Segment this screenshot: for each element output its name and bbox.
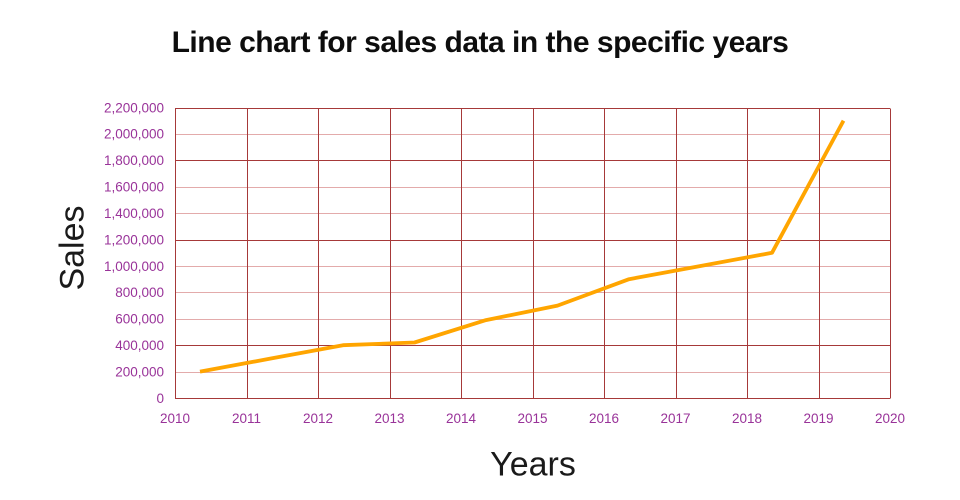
y-tick-label: 2,000,000 [104, 127, 164, 142]
x-tick-label: 2019 [803, 411, 833, 426]
x-tick-label: 2010 [160, 411, 190, 426]
y-tick-label: 1,400,000 [104, 206, 164, 221]
y-tick-label: 600,000 [115, 312, 164, 327]
y-tick-label: 1,600,000 [104, 180, 164, 195]
chart-title: Line chart for sales data in the specifi… [171, 26, 789, 59]
y-tick-label: 2,200,000 [104, 100, 164, 115]
y-tick-label: 800,000 [115, 285, 164, 300]
y-tick-label: 0 [156, 391, 164, 406]
x-tick-label: 2013 [374, 411, 404, 426]
x-axis-title: Years [490, 445, 576, 484]
x-tick-label: 2020 [875, 411, 905, 426]
x-tick-label: 2014 [446, 411, 477, 426]
y-tick-label: 400,000 [115, 338, 164, 353]
plot-gridlines-vertical [175, 108, 891, 399]
sales-line [199, 119, 846, 374]
x-tick-label: 2018 [732, 411, 762, 426]
x-tick-label: 2012 [303, 411, 333, 426]
y-tick-label: 1,800,000 [104, 153, 164, 168]
y-tick-label: 1,200,000 [104, 232, 164, 247]
x-tick-label: 2011 [232, 411, 261, 426]
plot-gridlines-horizontal [175, 108, 890, 399]
y-tick-label: 1,000,000 [104, 259, 164, 274]
y-tick-labels: 0 200,000 400,000 600,000 800,000 1,000,000 1,… [104, 100, 164, 406]
x-tick-label: 2017 [660, 411, 690, 426]
x-tick-label: 2016 [589, 411, 619, 426]
x-tick-label: 2015 [517, 411, 547, 426]
x-tick-labels: 2010 2011 2012 2013 2014 2015 2016 2017 2018 2019… [160, 411, 905, 426]
y-tick-label: 200,000 [115, 364, 164, 379]
